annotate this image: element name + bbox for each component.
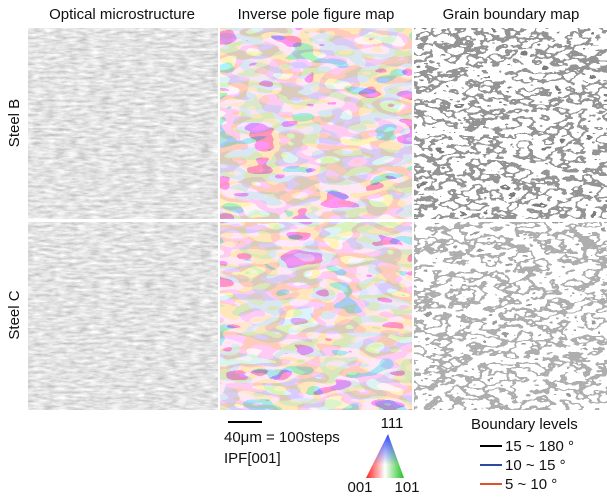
optical-image bbox=[28, 222, 218, 410]
column-header: Optical microstructure bbox=[49, 6, 195, 23]
column-header: Grain boundary map bbox=[443, 6, 580, 23]
boundary-image bbox=[414, 28, 607, 219]
row-label: Steel B bbox=[6, 99, 23, 147]
boundary-image bbox=[414, 222, 607, 410]
legend-label: 5 ~ 10 ° bbox=[505, 476, 557, 493]
figure: Optical microstructure Inverse pole figu… bbox=[0, 0, 607, 497]
ipf-image bbox=[220, 28, 412, 219]
triangle-label: 101 bbox=[394, 479, 419, 496]
row-label: Steel C bbox=[6, 290, 23, 339]
legend-title: Boundary levels bbox=[471, 416, 578, 433]
optical-image bbox=[28, 28, 218, 219]
ipf-triangle-overlay bbox=[366, 434, 404, 478]
legend-label: 15 ~ 180 ° bbox=[505, 438, 574, 455]
ipf-label: IPF[001] bbox=[224, 450, 281, 467]
legend-label: 10 ~ 15 ° bbox=[505, 457, 566, 474]
scale-text: 40μm = 100steps bbox=[224, 429, 340, 446]
legend: 15 ~ 180 ° 10 ~ 15 ° 5 ~ 10 ° bbox=[480, 438, 574, 493]
triangle-label: 111 bbox=[381, 415, 404, 432]
page: Optical microstructure Inverse pole figu… bbox=[0, 0, 607, 497]
ipf-image bbox=[220, 222, 412, 410]
column-header: Inverse pole figure map bbox=[238, 6, 395, 23]
triangle-label: 001 bbox=[347, 479, 372, 496]
